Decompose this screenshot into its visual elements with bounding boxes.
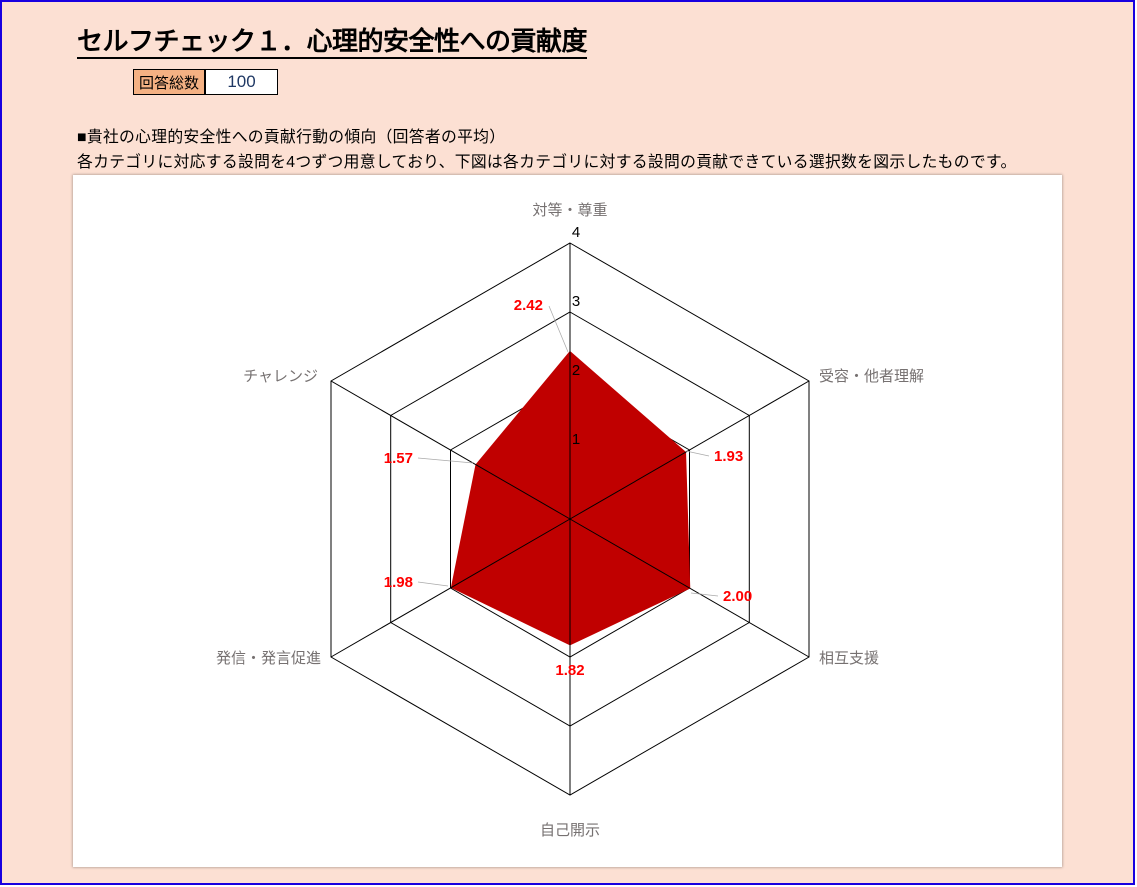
svg-text:4: 4	[572, 224, 580, 241]
svg-text:2: 2	[572, 362, 580, 379]
svg-text:相互支援: 相互支援	[819, 650, 879, 667]
svg-text:対等・尊重: 対等・尊重	[532, 201, 607, 219]
svg-text:1.93: 1.93	[714, 448, 743, 465]
svg-text:受容・他者理解: 受容・他者理解	[819, 368, 924, 385]
svg-text:2.00: 2.00	[723, 588, 752, 605]
svg-text:1.57: 1.57	[384, 450, 413, 467]
svg-text:3: 3	[572, 293, 580, 310]
svg-text:1.98: 1.98	[384, 574, 413, 591]
svg-text:2.42: 2.42	[514, 297, 543, 314]
svg-text:1: 1	[572, 431, 580, 448]
svg-text:チャレンジ: チャレンジ	[243, 368, 318, 385]
svg-text:発信・発言促進: 発信・発言促進	[216, 650, 321, 667]
svg-text:自己開示: 自己開示	[540, 822, 600, 839]
svg-text:1.82: 1.82	[555, 662, 584, 679]
